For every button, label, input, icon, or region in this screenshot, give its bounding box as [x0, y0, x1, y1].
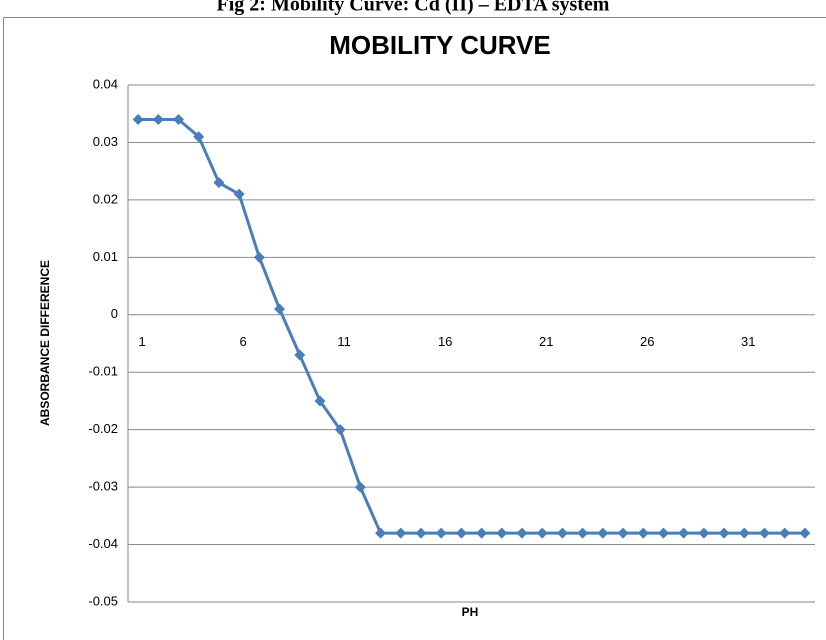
data-point — [637, 527, 649, 539]
data-point — [334, 424, 346, 436]
y-tick-label: -0.02 — [88, 421, 118, 436]
caption: Fig 2: Mobility Curve: Cd (II) – EDTA sy… — [217, 0, 610, 16]
data-point — [314, 395, 326, 407]
y-axis-label: ABSORBANCE DIFFERENCE — [38, 260, 52, 426]
data-point — [455, 527, 467, 539]
data-point — [213, 177, 225, 189]
y-tick-label: -0.01 — [88, 364, 118, 379]
data-point — [516, 527, 528, 539]
x-tick-label: 31 — [741, 334, 755, 349]
x-tick-label: 11 — [337, 334, 351, 349]
x-tick-label: 16 — [438, 334, 452, 349]
data-point — [556, 527, 568, 539]
y-tick-label: 0 — [111, 306, 118, 321]
y-tick-label: 0.03 — [93, 134, 118, 149]
data-point — [758, 527, 770, 539]
data-point — [395, 527, 407, 539]
chart-title: MOBILITY CURVE — [329, 30, 551, 60]
x-tick-label: 1 — [138, 334, 145, 349]
y-tick-label: 0.04 — [93, 76, 118, 91]
y-tick-label: -0.03 — [88, 479, 118, 494]
data-point — [193, 131, 205, 143]
data-point — [698, 527, 710, 539]
data-point — [274, 303, 286, 315]
x-tick-label: 6 — [240, 334, 247, 349]
data-point — [799, 527, 811, 539]
data-point — [415, 527, 427, 539]
data-point — [678, 527, 690, 539]
data-point — [375, 527, 387, 539]
data-point — [718, 527, 730, 539]
data-point — [152, 113, 164, 125]
data-point — [253, 251, 265, 263]
x-tick-label: 26 — [640, 334, 654, 349]
data-point — [173, 113, 185, 125]
x-tick-label: 21 — [539, 334, 553, 349]
y-tick-label: -0.05 — [88, 593, 118, 608]
data-point — [657, 527, 669, 539]
data-point — [354, 481, 366, 493]
y-tick-label: 0.02 — [93, 191, 118, 206]
data-point — [132, 113, 144, 125]
data-point — [536, 527, 548, 539]
chart-border — [3, 17, 826, 640]
data-point — [476, 527, 488, 539]
y-tick-label: 0.01 — [93, 249, 118, 264]
data-point — [496, 527, 508, 539]
data-point — [738, 527, 750, 539]
x-axis-label: PH — [462, 605, 479, 619]
data-point — [617, 527, 629, 539]
data-point — [779, 527, 791, 539]
data-point — [233, 188, 245, 200]
data-line — [138, 117, 805, 535]
y-tick-label: -0.04 — [88, 536, 118, 551]
data-point — [435, 527, 447, 539]
data-point — [294, 349, 306, 361]
data-point — [577, 527, 589, 539]
data-point — [597, 527, 609, 539]
